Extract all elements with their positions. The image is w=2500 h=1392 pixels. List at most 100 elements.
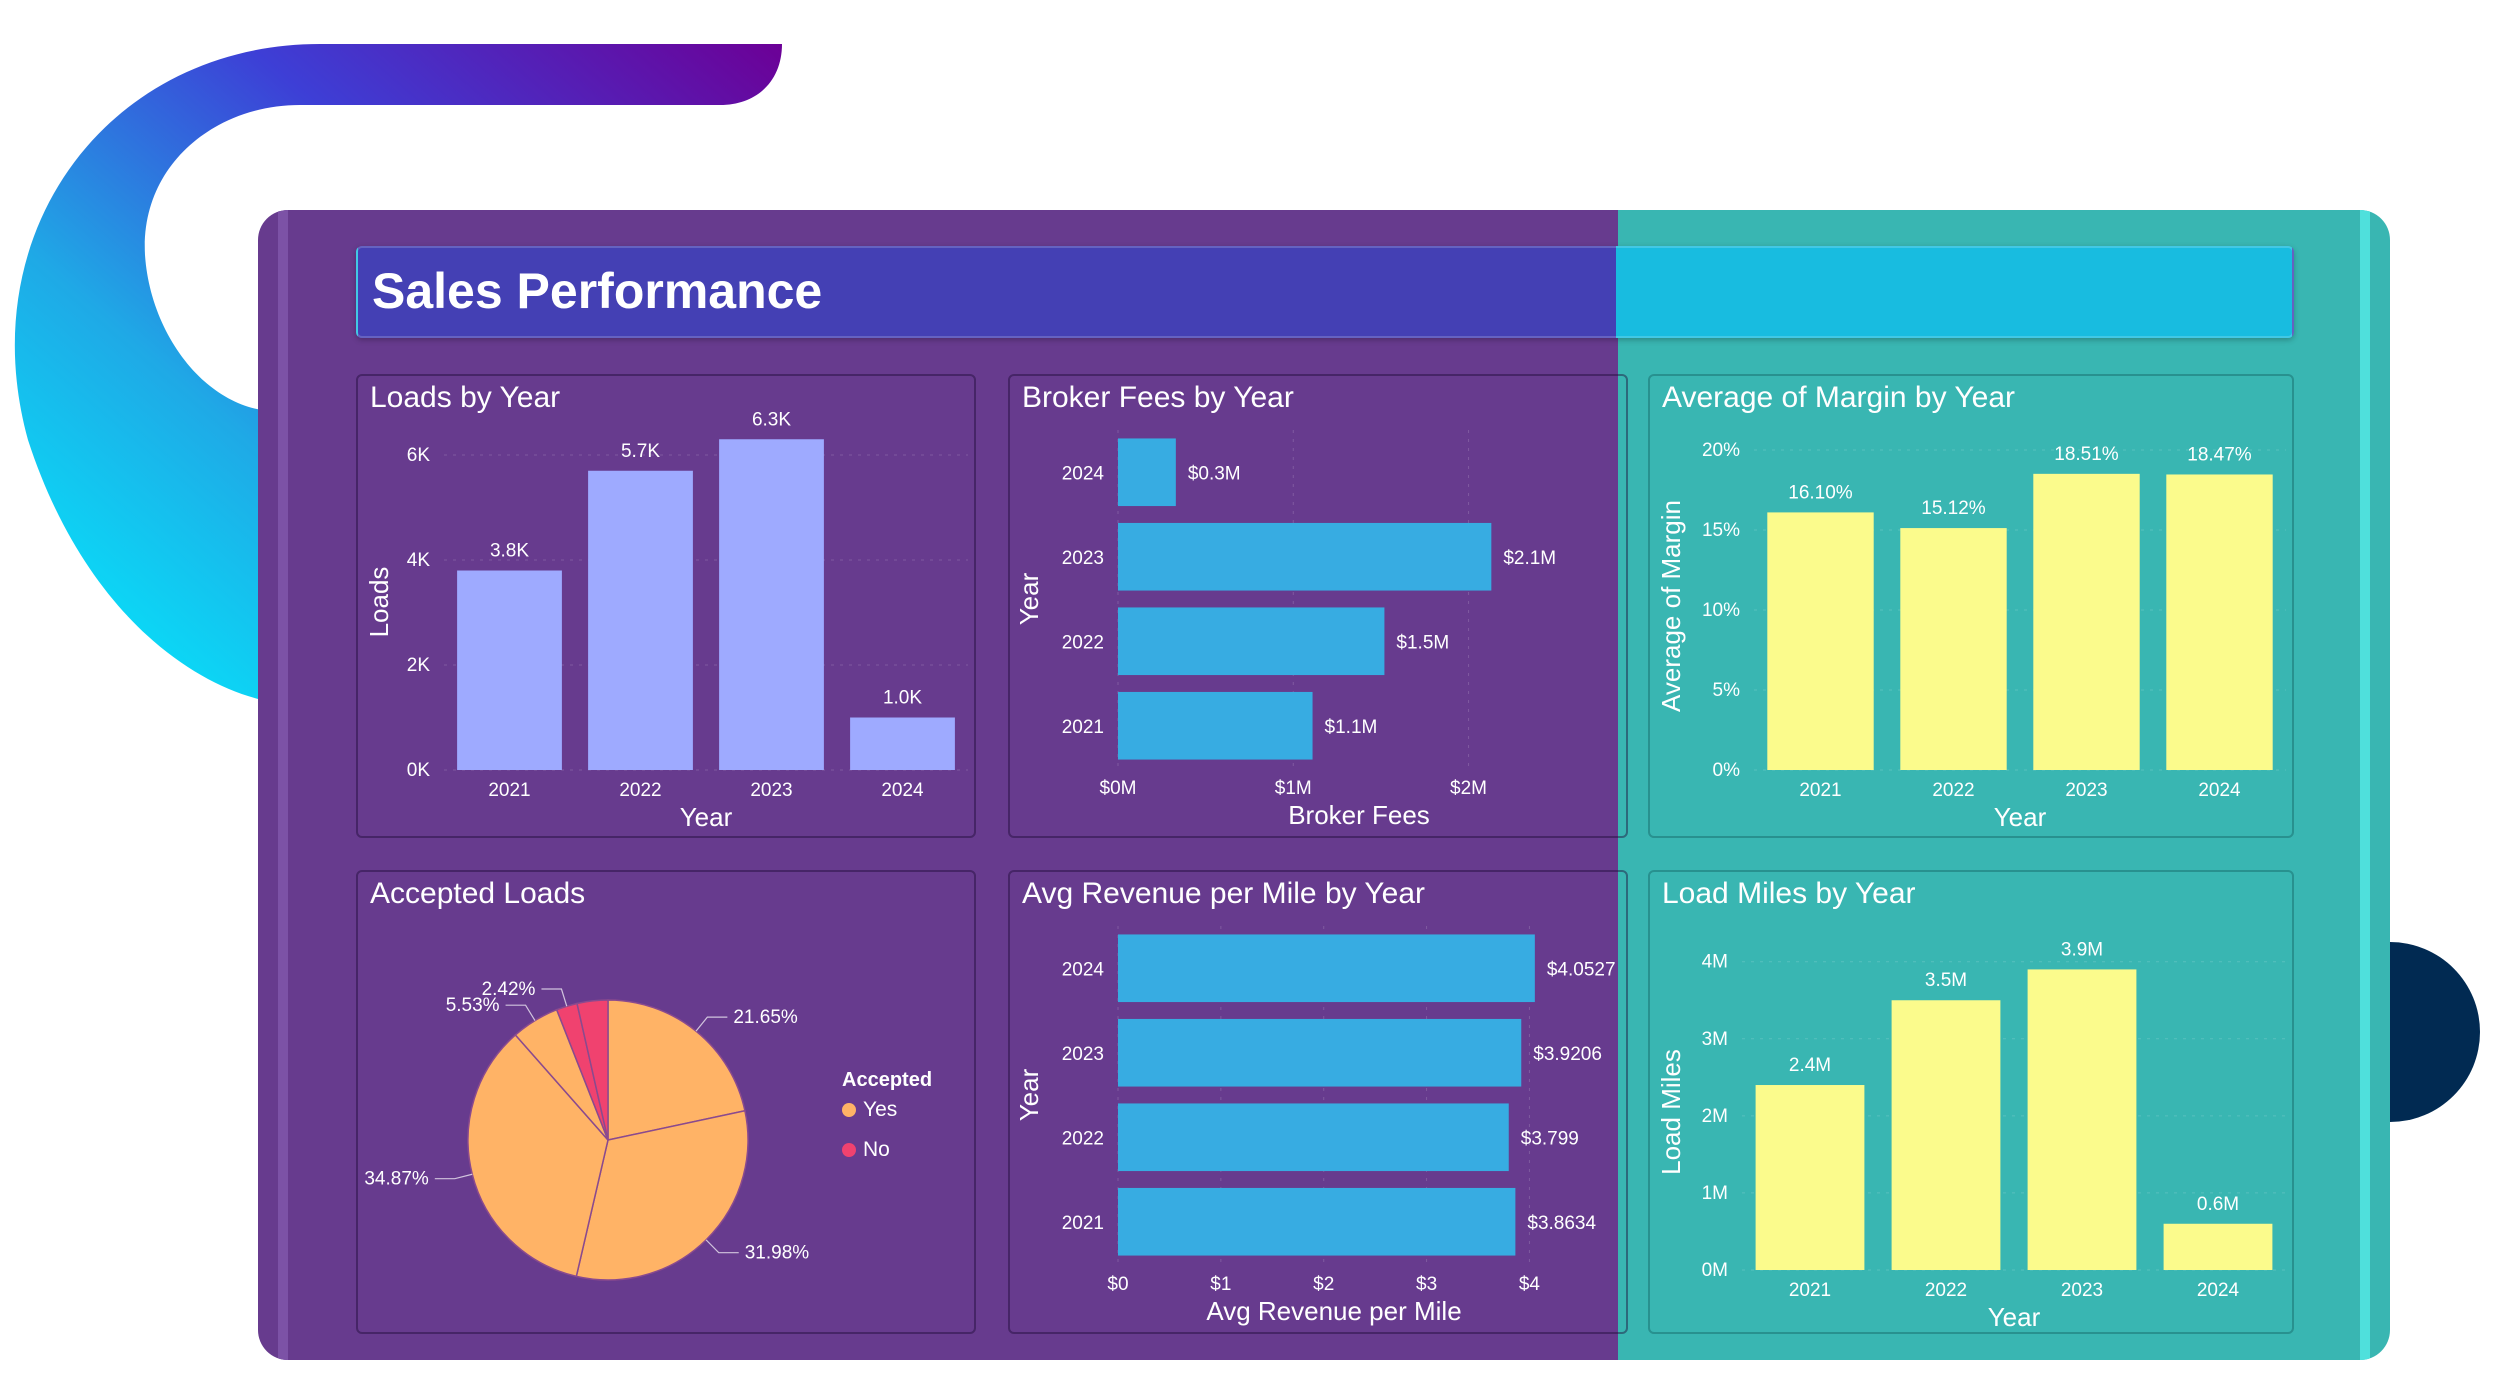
pie-data-label: 5.53% (446, 995, 500, 1016)
bar-2023 (2033, 473, 2140, 770)
y-tick-label: 2024 (1062, 959, 1105, 980)
x-axis-title: Year (1994, 802, 2047, 832)
y-tick-label: 10% (1702, 600, 1740, 621)
data-label: 15.12% (1921, 498, 1986, 519)
data-label: $4.0527 (1547, 959, 1616, 980)
bar-2024 (2163, 1223, 2273, 1270)
panel-margin-by-year[interactable]: Average of Margin by Year 0% 5% 10% 15% 20% 1… (1648, 374, 2294, 838)
x-tick-label: 2021 (1799, 780, 1841, 801)
y-tick-label: 2022 (1062, 1128, 1104, 1149)
y-tick-label: 2023 (1062, 1044, 1104, 1065)
x-tick-label: $1M (1275, 778, 1312, 799)
x-tick-label: 2024 (2198, 780, 2241, 801)
data-label: 2.4M (1789, 1055, 1831, 1076)
y-tick-label: 4K (407, 550, 431, 571)
panel-avg-revenue-per-mile[interactable]: Avg Revenue per Mile by Year $0 $1 $2 $3 $4 $… (1008, 870, 1628, 1334)
x-tick-label: 2023 (2065, 780, 2107, 801)
pie-data-label: 21.65% (733, 1007, 798, 1028)
panel-title-miles: Load Miles by Year (1662, 877, 1916, 910)
bar-2021 (1767, 512, 1874, 770)
x-tick-label: 2024 (881, 780, 924, 801)
panel-accepted-loads[interactable]: Accepted Loads 21.65% 31.98% 34.87% 5.53% 2.… (356, 870, 976, 1334)
panel-title-loads: Loads by Year (370, 381, 561, 414)
y-axis-title: Year (1014, 1068, 1044, 1121)
data-label: 0.6M (2197, 1194, 2239, 1215)
bar-2021 (1118, 1187, 1516, 1256)
x-tick-label: 2021 (1789, 1280, 1831, 1301)
pie-leader-line (434, 1173, 473, 1180)
y-tick-label: 2022 (1062, 632, 1104, 653)
data-label: $3.799 (1521, 1128, 1579, 1149)
pie-data-label: 2.42% (482, 979, 536, 1000)
chart-average-margin-by-year: 0% 5% 10% 15% 20% 16.10% 2021 15.12% 2022 18.51% 2… (1656, 440, 2286, 832)
x-tick-label: $0M (1100, 778, 1137, 799)
bar-2021 (457, 570, 562, 770)
y-tick-label: 5% (1713, 680, 1741, 701)
panel-title-broker: Broker Fees by Year (1022, 381, 1294, 414)
pie-data-label: 34.87% (364, 1169, 429, 1190)
y-axis-title: Average of Margin (1656, 500, 1686, 712)
panel-broker-fees-by-year[interactable]: Broker Fees by Year $0M $1M $2M $0.3M 2024 $2… (1008, 374, 1628, 838)
data-label: $3.9206 (1533, 1044, 1602, 1065)
bar-2024 (2166, 474, 2273, 770)
y-tick-label: 0K (407, 760, 431, 781)
data-label: $3.8634 (1527, 1213, 1596, 1234)
bar-2023 (719, 439, 824, 770)
pie-slice-5 (576, 999, 609, 1141)
panel-load-miles-by-year[interactable]: Load Miles by Year 0M 1M 2M 3M 4M 2.4M 2021 3.5… (1648, 870, 2294, 1334)
bar-2022 (1900, 528, 2007, 770)
pie-leader-line (705, 1239, 739, 1254)
pie-leader-line (541, 988, 568, 1007)
y-axis-title: Year (1014, 572, 1044, 625)
chart-broker-fees-by-year: $0M $1M $2M $0.3M 2024 $2.1M 2023 $1.5M 2022 $1.1… (1014, 430, 1556, 830)
title-banner: Sales Performance (356, 246, 2294, 338)
bar-2023 (2027, 969, 2137, 1270)
x-axis-title: Year (1988, 1302, 2041, 1332)
data-label: 1.0K (883, 688, 922, 709)
x-axis-title: Avg Revenue per Mile (1206, 1296, 1461, 1326)
swoosh-shape (14, 44, 782, 700)
x-tick-label: $4 (1519, 1274, 1541, 1295)
bar-2024 (850, 717, 955, 770)
data-label: 16.10% (1788, 482, 1853, 503)
data-label: $1.5M (1396, 632, 1449, 653)
x-tick-label: 2023 (2061, 1280, 2103, 1301)
x-axis-title: Broker Fees (1288, 800, 1430, 830)
chart-load-miles-by-year: 0M 1M 2M 3M 4M 2.4M 2021 3.5M 2022 3.9M 2023 0.6M 20… (1656, 939, 2286, 1332)
x-tick-label: 2021 (488, 780, 530, 801)
x-tick-label: 2023 (750, 780, 792, 801)
x-tick-label: 2022 (619, 780, 661, 801)
y-tick-label: 0% (1713, 760, 1741, 781)
y-tick-label: 20% (1702, 440, 1740, 461)
panel-loads-by-year[interactable]: Loads by Year 0K 2K 4K 6K 3.8K 2021 5.7K 2022 6.… (356, 374, 976, 838)
y-tick-label: 2021 (1062, 717, 1104, 738)
pie-leader-line (695, 1016, 728, 1032)
x-tick-label: $0 (1107, 1274, 1128, 1295)
pie-data-label: 31.98% (745, 1243, 810, 1264)
data-label: $1.1M (1325, 717, 1378, 738)
bar-2022 (588, 470, 693, 770)
y-tick-label: 6K (407, 445, 431, 466)
legend-marker-yes (842, 1103, 856, 1117)
bar-2021 (1118, 691, 1313, 760)
data-label: $2.1M (1503, 548, 1556, 569)
legend-item-no: No (863, 1138, 890, 1161)
bar-2023 (1118, 522, 1492, 591)
data-label: 3.8K (490, 541, 529, 562)
legend-marker-no (842, 1143, 856, 1157)
y-tick-label: 2M (1702, 1106, 1728, 1127)
left-edge-strip (278, 210, 288, 1360)
bar-2024 (1118, 438, 1176, 507)
data-label: 3.9M (2061, 939, 2103, 960)
right-edge-strip (2360, 210, 2370, 1360)
panel-title-margin: Average of Margin by Year (1662, 381, 2016, 414)
y-tick-label: 2021 (1062, 1213, 1104, 1234)
x-tick-label: $3 (1416, 1274, 1437, 1295)
legend-title: Accepted (842, 1069, 932, 1091)
x-tick-label: $2M (1450, 778, 1487, 799)
chart-accepted-loads: 21.65% 31.98% 34.87% 5.53%2.42% Accepted Yes N… (364, 979, 932, 1281)
data-label: 6.3K (752, 409, 791, 430)
y-tick-label: 3M (1702, 1029, 1728, 1050)
data-label: 3.5M (1925, 970, 1967, 991)
panel-title-rpm: Avg Revenue per Mile by Year (1022, 877, 1426, 910)
